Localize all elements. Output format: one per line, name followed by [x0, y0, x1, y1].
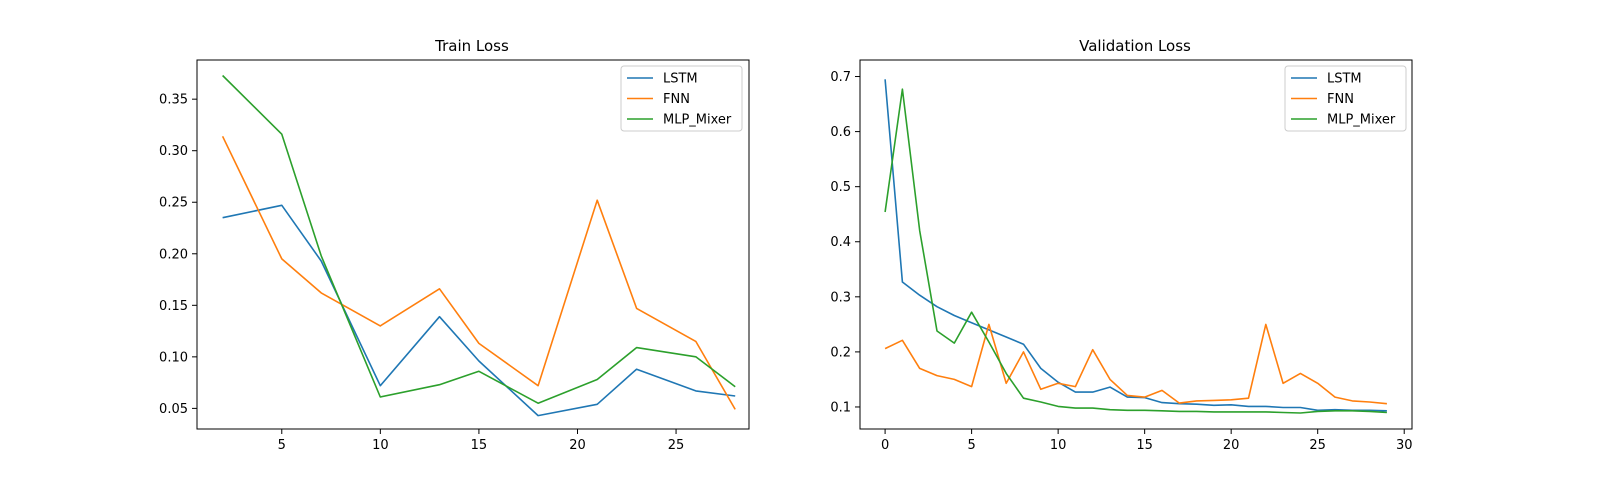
- train-x-tick-label: 20: [569, 438, 586, 453]
- train-y-tick-label: 0.10: [159, 350, 188, 365]
- validation-x-tick-label: 5: [967, 438, 975, 453]
- validation-loss-panel: 0 5 10 15 20 25 30 0.1 0.2 0.3 0.4 0.5 0.6 0.7 LSTM FNN…: [830, 37, 1413, 453]
- validation-y-tick-label: 0.6: [830, 125, 851, 140]
- train-y-tick-label: 0.05: [159, 402, 188, 417]
- train-y-tick-label: 0.20: [159, 247, 188, 262]
- validation-legend-label-mlp-mixer: MLP_Mixer: [1327, 113, 1396, 128]
- train-mlp-mixer-line: [222, 74, 736, 405]
- validation-lstm-line: [884, 79, 1387, 412]
- validation-x-tick-label: 30: [1396, 438, 1413, 453]
- validation-mlp-mixer-line: [884, 88, 1387, 414]
- train-legend-box: [620, 65, 743, 132]
- train-legend-label-fnn: FNN: [663, 92, 690, 107]
- validation-x-tick-label: 25: [1309, 438, 1326, 453]
- train-loss-panel: 5 10 15 20 25 0.05 0.10 0.15 0.20 0.25 0.30 0.35 LST…: [159, 37, 750, 453]
- train-lstm-line: [222, 204, 736, 417]
- train-legend-label-mlp-mixer: MLP_Mixer: [663, 113, 732, 128]
- validation-y-tick-label: 0.3: [830, 290, 851, 305]
- train-x-tick-label: 10: [372, 438, 389, 453]
- validation-y-tick-label: 0.2: [830, 345, 851, 360]
- train-y-tick-label: 0.35: [159, 93, 188, 108]
- validation-y-tick-label: 0.5: [830, 180, 851, 195]
- train-y-tick-label: 0.25: [159, 196, 188, 211]
- train-legend: LSTM FNN MLP_Mixer: [620, 65, 743, 132]
- train-fnn-line: [221, 135, 736, 410]
- train-y-tick-label: 0.15: [159, 299, 188, 314]
- train-x-tick-label: 15: [471, 438, 488, 453]
- train-x-tick-label: 25: [668, 438, 685, 453]
- train-legend-label-lstm: LSTM: [663, 72, 698, 87]
- validation-x-tick-label: 15: [1136, 438, 1153, 453]
- validation-y-tick-label: 0.7: [830, 70, 851, 85]
- train-loss-title: Train Loss: [434, 37, 509, 55]
- validation-x-tick-label: 20: [1223, 438, 1240, 453]
- validation-x-tick-label: 10: [1050, 438, 1067, 453]
- validation-legend: LSTM FNN MLP_Mixer: [1284, 65, 1407, 132]
- train-x-tick-label: 5: [278, 438, 286, 453]
- validation-y-tick-label: 0.4: [830, 235, 851, 250]
- validation-legend-label-fnn: FNN: [1327, 92, 1354, 107]
- train-y-tick-label: 0.30: [159, 144, 188, 159]
- validation-legend-box: [1284, 65, 1407, 132]
- validation-x-tick-label: 0: [881, 438, 889, 453]
- validation-loss-title: Validation Loss: [1079, 37, 1191, 55]
- validation-fnn-line: [884, 323, 1387, 405]
- validation-legend-label-lstm: LSTM: [1327, 72, 1362, 87]
- validation-y-tick-label: 0.1: [830, 400, 851, 415]
